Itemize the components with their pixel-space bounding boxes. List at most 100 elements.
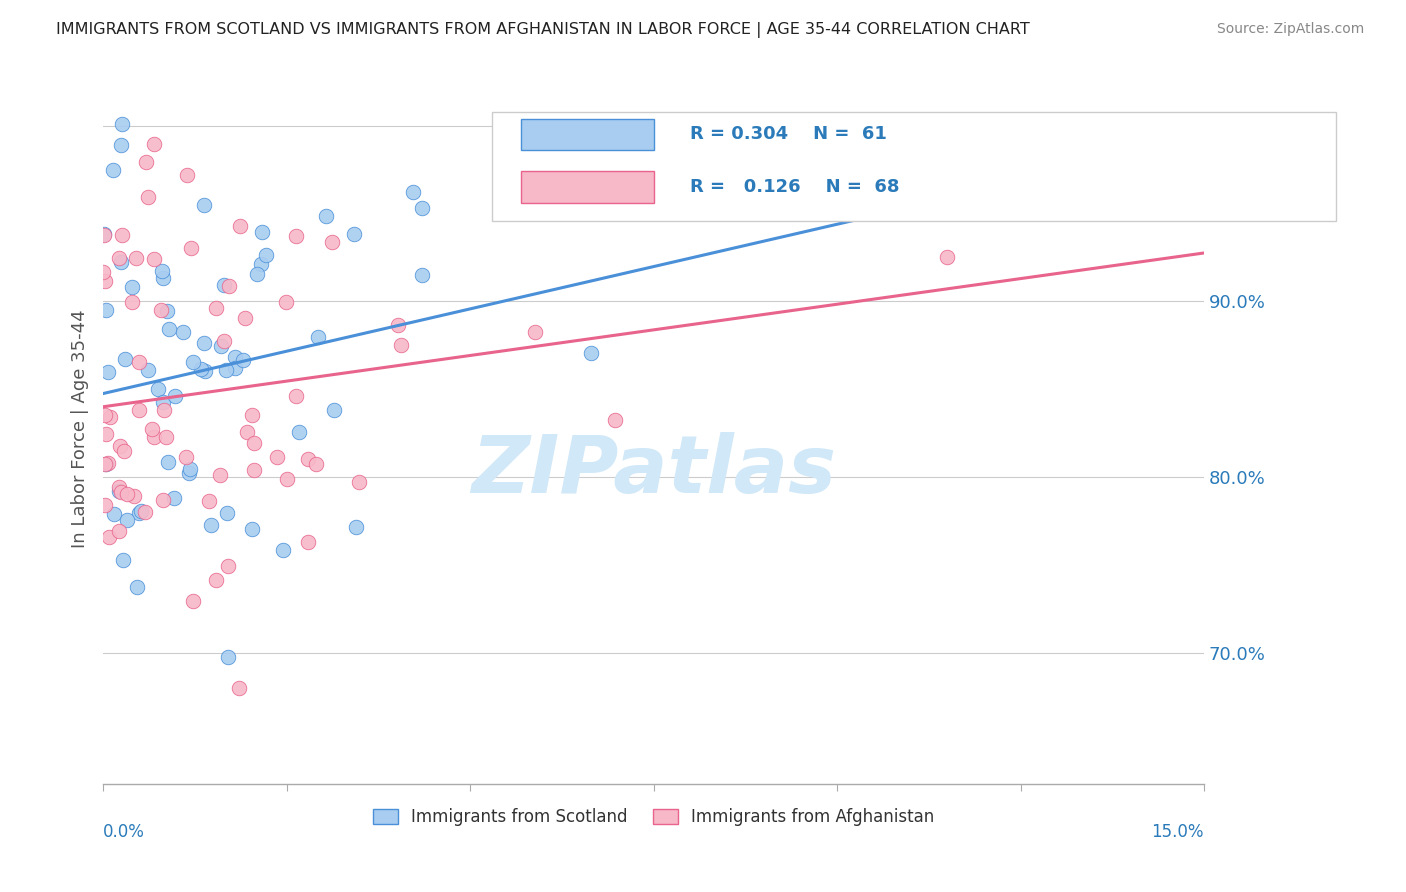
Point [297,535,319,549]
FancyBboxPatch shape [522,119,654,150]
Point [205,573,228,587]
Point [236,425,259,439]
Point [129,504,152,518]
Point [110,439,132,453]
Point [217,650,239,665]
Point [115,513,138,527]
Point [232,353,254,368]
Point [172,326,194,340]
Point [134,505,156,519]
Point [288,425,311,439]
Point [152,402,174,417]
Point [136,190,159,204]
Point [402,186,425,200]
Point [181,355,204,369]
Point [128,403,150,417]
Point [344,520,367,534]
Point [110,254,132,268]
Point [114,352,136,367]
Point [112,444,135,458]
Point [936,250,959,264]
Point [217,559,239,574]
Point [224,360,246,375]
Point [97,365,120,379]
Point [250,257,273,271]
Point [285,388,308,402]
Point [193,336,215,351]
Point [94,408,117,422]
Point [193,198,215,212]
Point [141,421,163,435]
Point [581,346,603,360]
Point [98,530,121,544]
Point [176,168,198,182]
Point [97,456,120,470]
Point [156,303,179,318]
Point [228,681,250,695]
Point [94,427,117,442]
Text: 0.0%: 0.0% [103,823,145,841]
Point [150,264,173,278]
Point [297,452,319,467]
Point [208,467,231,482]
Point [174,450,197,464]
Point [323,403,346,417]
Point [266,450,288,464]
Point [149,303,172,318]
Point [107,524,129,538]
Point [157,322,180,336]
Point [163,491,186,505]
Point [128,355,150,369]
Point [179,466,201,480]
Point [181,594,204,608]
Point [242,522,264,536]
Point [212,334,235,348]
Point [155,430,177,444]
Point [125,251,148,265]
Point [93,275,115,289]
Point [198,494,221,508]
Point [135,155,157,169]
Point [246,267,269,281]
Point [524,325,547,339]
Point [136,363,159,377]
Point [148,383,170,397]
Point [91,265,114,279]
Point [305,457,328,471]
Point [94,457,117,471]
Point [250,225,273,239]
Point [94,302,117,317]
Point [103,507,125,521]
Point [243,435,266,450]
Point [143,430,166,444]
Point [121,280,143,294]
Point [1119,124,1142,138]
Point [142,136,165,151]
Text: Source: ZipAtlas.com: Source: ZipAtlas.com [1216,22,1364,37]
Point [110,138,132,153]
Point [93,458,115,472]
Text: ZIPatlas: ZIPatlas [471,433,837,510]
Point [165,389,187,403]
Point [285,229,308,244]
Point [224,351,246,365]
Text: R =   0.126    N =  68: R = 0.126 N = 68 [690,178,900,196]
Point [179,462,201,476]
Point [321,235,343,249]
Point [121,295,143,310]
Point [98,409,121,424]
Point [218,278,240,293]
Point [111,228,134,243]
Point [93,227,115,242]
Point [111,117,134,131]
Text: R = 0.304    N =  61: R = 0.304 N = 61 [690,126,887,144]
Point [276,472,298,486]
Point [152,271,174,285]
Point [194,364,217,378]
FancyBboxPatch shape [522,171,654,203]
Point [389,338,412,352]
Point [243,463,266,477]
Point [229,219,252,233]
Point [603,413,626,427]
Point [235,311,257,326]
